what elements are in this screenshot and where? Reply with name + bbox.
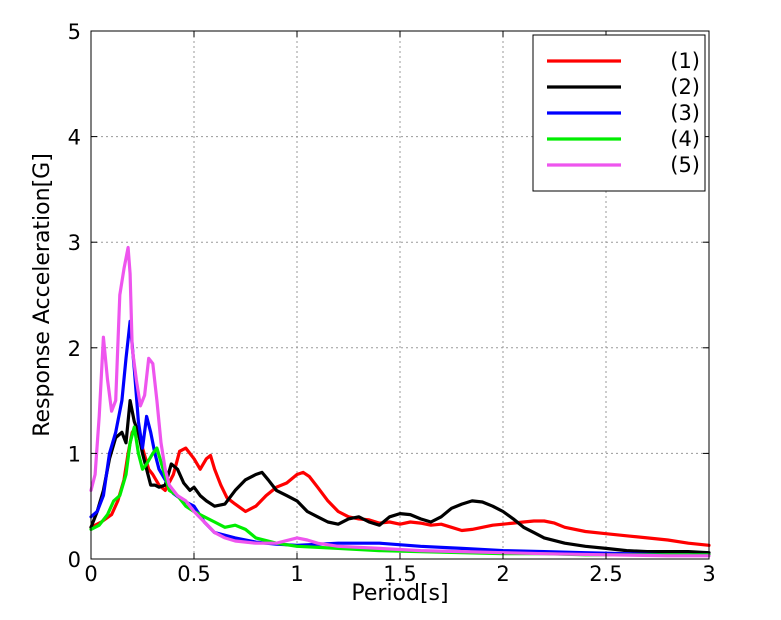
y-tick-label: 0 — [68, 548, 81, 572]
y-axis-label: Response Acceleration[G] — [30, 153, 55, 437]
y-tick-label: 5 — [68, 20, 81, 44]
legend-label-5: (5) — [670, 153, 700, 177]
y-tick-label: 4 — [68, 126, 81, 150]
x-tick-label: 0.5 — [177, 562, 210, 586]
series-lines — [89, 245, 711, 558]
x-axis-label: Period[s] — [351, 581, 448, 606]
legend-label-4: (4) — [670, 127, 700, 151]
x-tick-label: 2.5 — [589, 562, 622, 586]
x-tick-label: 1 — [290, 562, 303, 586]
y-tick-label: 1 — [68, 442, 81, 466]
x-tick-label: 1.5 — [383, 562, 416, 586]
y-tick-label: 3 — [68, 231, 81, 255]
legend-label-3: (3) — [670, 101, 700, 125]
series-line-1 — [89, 425, 711, 547]
x-tick-label: 0 — [84, 562, 97, 586]
legend-label-2: (2) — [670, 75, 700, 99]
legend-label-1: (1) — [670, 49, 700, 73]
axis-ticks: 0 0.5 1 1.5 2 2.5 3 0 1 2 3 4 5 — [68, 20, 716, 586]
x-tick-label: 3 — [702, 562, 715, 586]
legend: (1)(2)(3)(4)(5) — [532, 34, 706, 192]
x-tick-label: 2 — [496, 562, 509, 586]
series-line-5 — [89, 245, 711, 558]
y-tick-label: 2 — [68, 337, 81, 361]
